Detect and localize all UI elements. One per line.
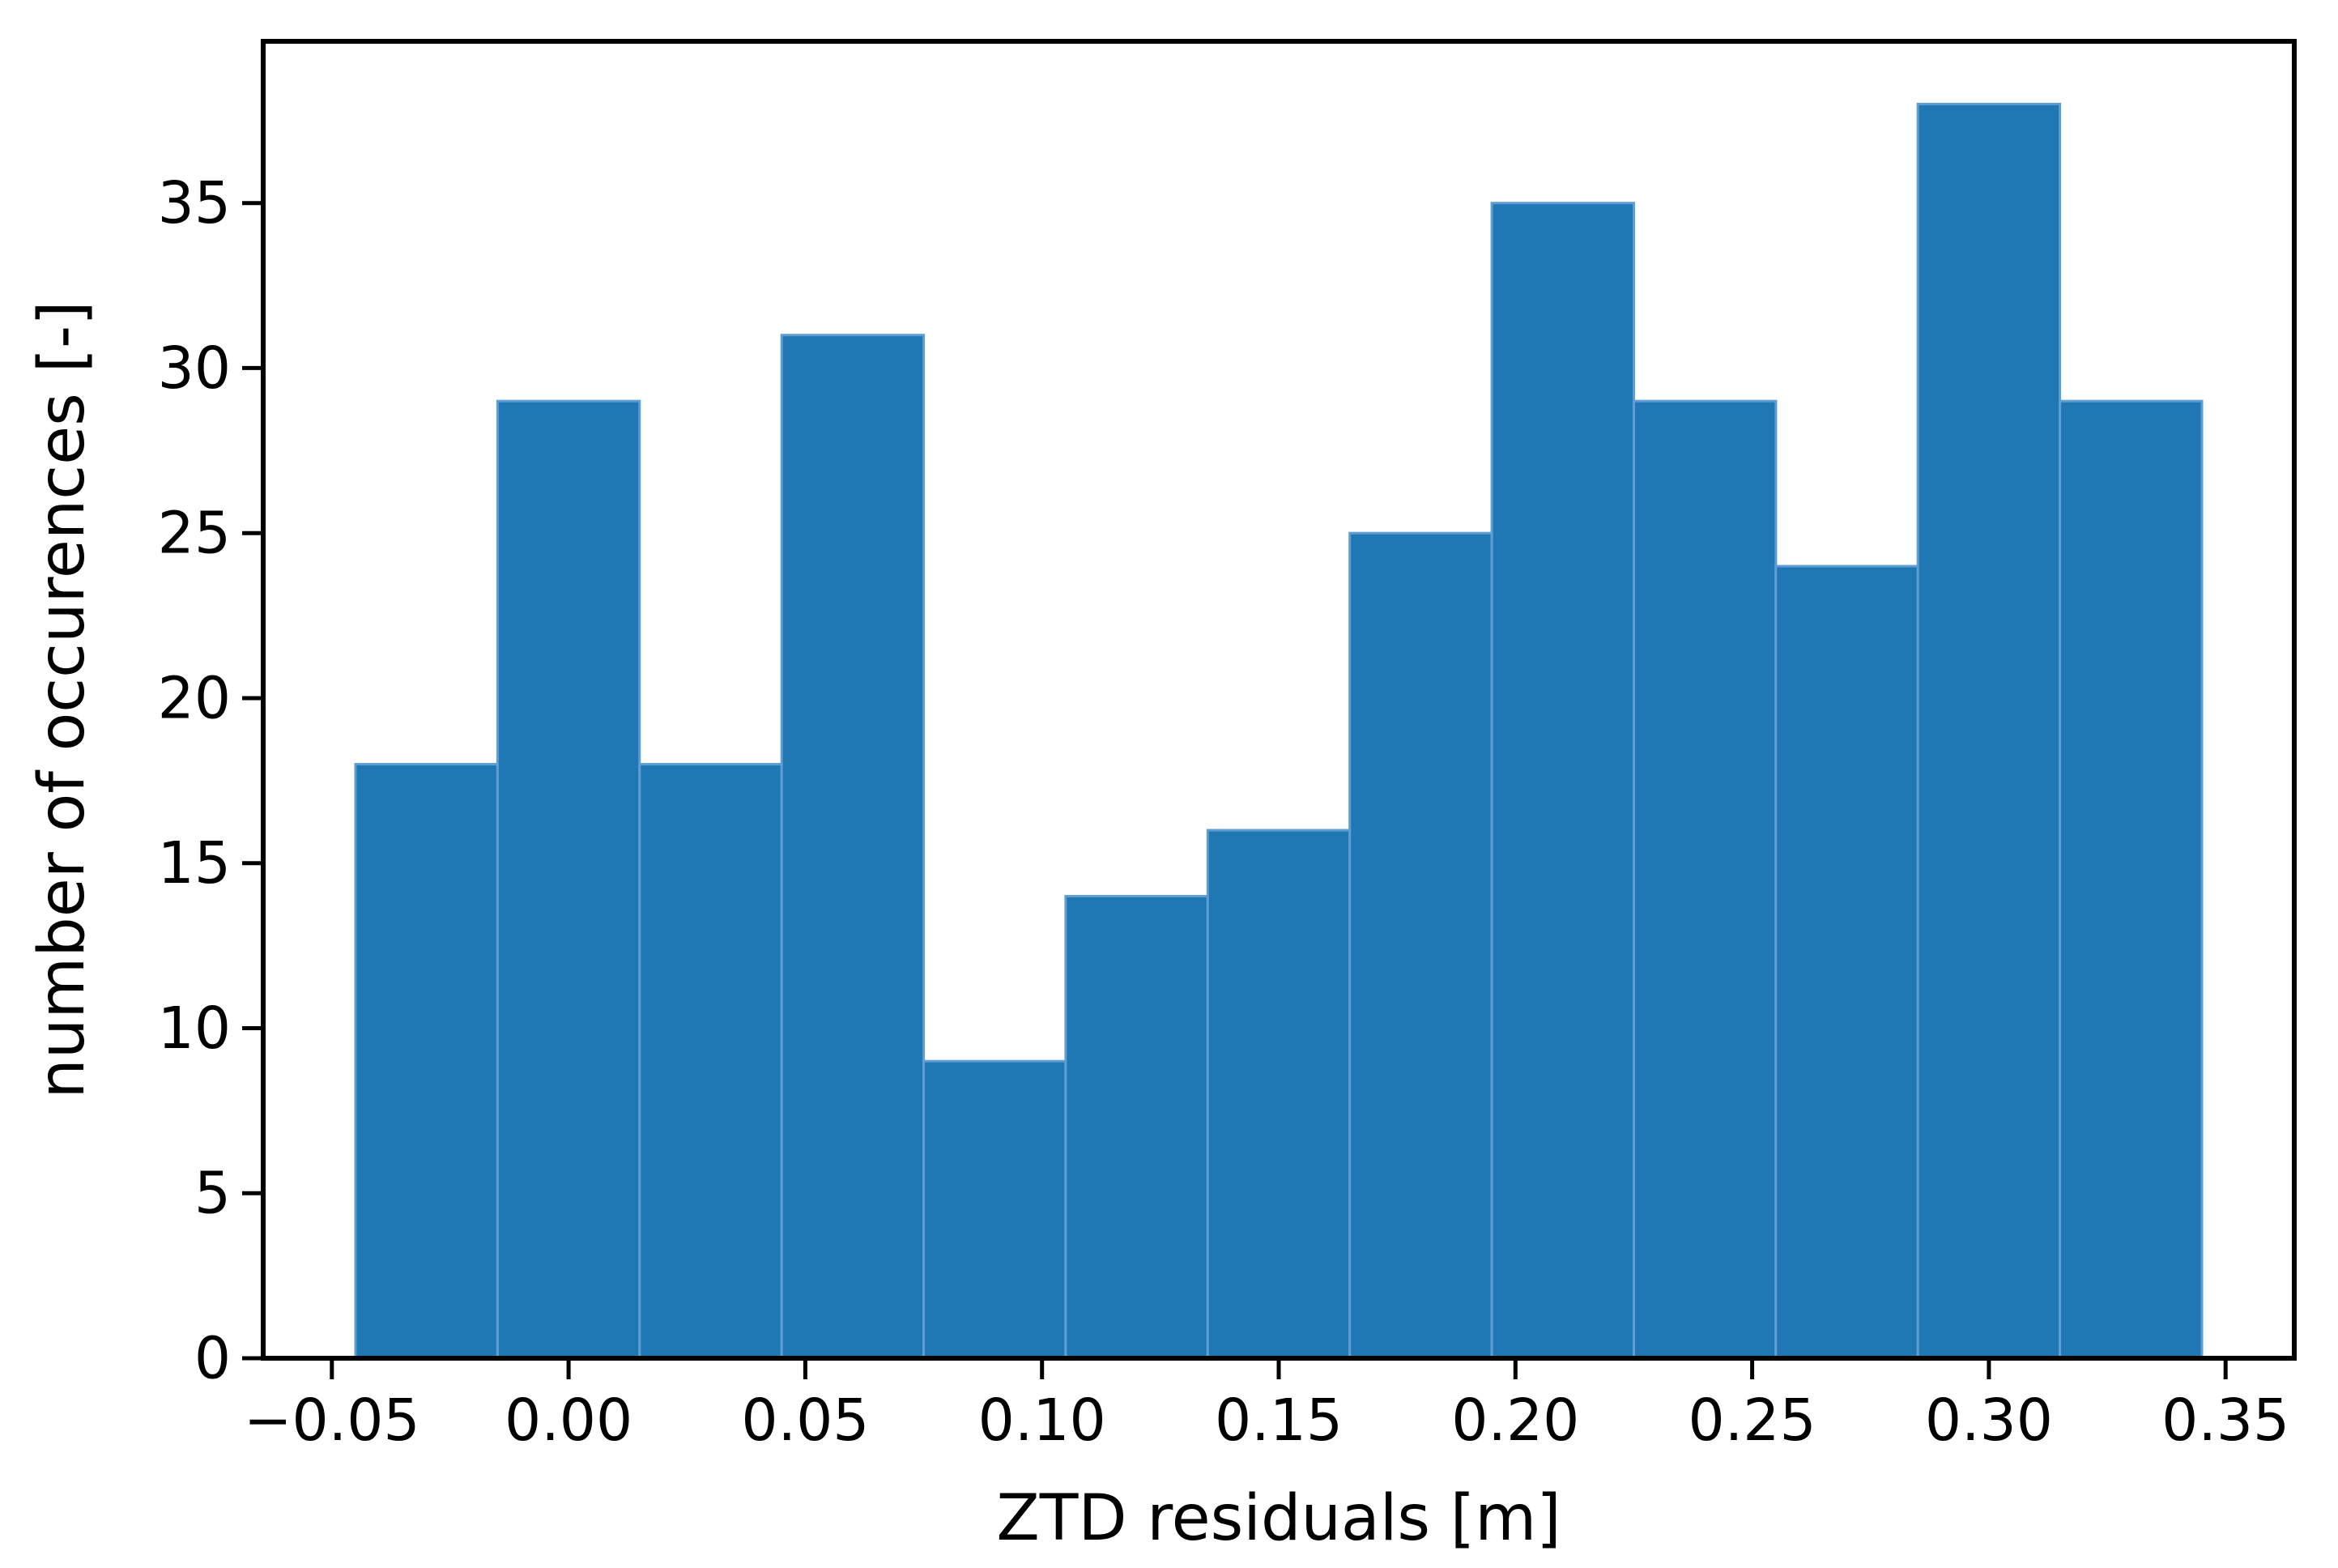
- ticks-layer: −0.05 0.00 0.05 0.10 0.15 0.20 0.25 0.30 0.35 0 5 1…: [158, 169, 2290, 1454]
- y-tick-label: 0: [194, 1325, 231, 1392]
- x-axis-label: ZTD residuals [m]: [996, 1482, 1561, 1555]
- x-tick-label: 0.30: [1925, 1387, 2053, 1454]
- histogram-bar: [1916, 102, 2062, 1360]
- y-tick-label: 30: [158, 334, 231, 402]
- histogram-bar: [1633, 399, 1778, 1360]
- y-tick-label: 20: [158, 665, 231, 732]
- x-tick-label: 0.25: [1689, 1387, 1816, 1454]
- histogram-bar: [2059, 399, 2204, 1360]
- axes-frame: [261, 39, 2297, 1361]
- x-tick-label: 0.00: [505, 1387, 632, 1454]
- y-axis-label: number of occurences [-]: [26, 300, 100, 1099]
- y-tick-label: 10: [158, 995, 231, 1062]
- histogram-bar: [1348, 531, 1493, 1360]
- x-tick-label: 0.15: [1215, 1387, 1343, 1454]
- histogram-bar: [1206, 829, 1352, 1360]
- x-tick-label: −0.05: [244, 1387, 420, 1454]
- histogram-bar: [496, 399, 641, 1360]
- y-tick-label: 25: [158, 500, 231, 567]
- histogram-bar: [780, 334, 926, 1360]
- histogram-bar: [1064, 895, 1209, 1360]
- y-tick-label: 5: [194, 1160, 231, 1227]
- x-tick-label: 0.05: [741, 1387, 869, 1454]
- histogram-bar: [638, 763, 783, 1360]
- y-tick-label: 35: [158, 169, 231, 236]
- histogram-bar: [922, 1059, 1067, 1360]
- x-tick-label: 0.35: [2161, 1387, 2289, 1454]
- y-tick-label: 15: [158, 829, 231, 897]
- x-tick-label: 0.10: [978, 1387, 1106, 1454]
- histogram-bar: [1774, 565, 1919, 1360]
- histogram-bar: [354, 763, 499, 1360]
- bars-layer: [354, 102, 2204, 1360]
- axes-frame-layer: [261, 39, 2297, 1361]
- histogram-bar: [1490, 202, 1635, 1360]
- x-tick-label: 0.20: [1451, 1387, 1579, 1454]
